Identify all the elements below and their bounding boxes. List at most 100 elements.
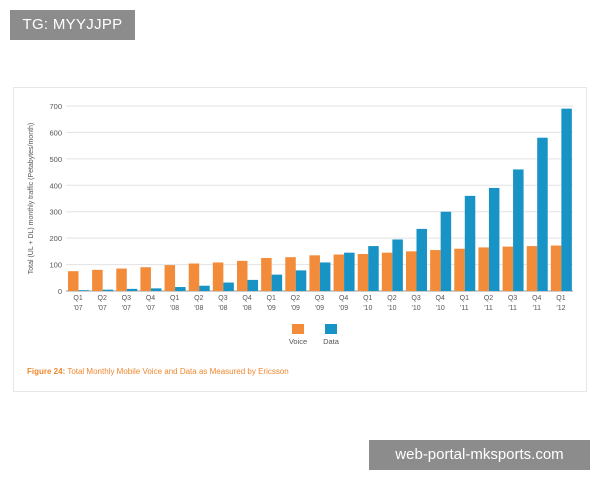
x-tick-label-year: '12 — [556, 305, 565, 312]
x-tick-label-year: '11 — [508, 305, 517, 312]
y-tick-label: 400 — [49, 181, 62, 190]
y-tick-label: 100 — [49, 261, 62, 270]
bar-voice — [285, 257, 296, 291]
x-tick-label-quarter: Q4 — [242, 295, 251, 302]
bar-voice — [333, 254, 345, 291]
x-tick-label-quarter: Q1 — [556, 295, 565, 302]
bar-data — [223, 282, 234, 291]
x-tick-label-quarter: Q1 — [267, 295, 276, 302]
x-tick-label-year: '11 — [484, 305, 493, 312]
x-tick-label-quarter: Q3 — [122, 295, 131, 302]
bar-voice — [454, 248, 465, 291]
x-tick-label-quarter: Q1 — [460, 295, 469, 302]
figure-caption: Figure 24: Total Monthly Mobile Voice an… — [27, 367, 289, 376]
x-tick-label-quarter: Q2 — [291, 295, 300, 302]
x-tick-label-quarter: Q4 — [146, 295, 155, 302]
x-tick-label-quarter: Q2 — [387, 295, 396, 302]
caption-label: Figure 24: — [27, 367, 66, 376]
bar-voice — [92, 269, 103, 291]
bar-voice — [261, 257, 272, 291]
x-tick-label-quarter: Q2 — [194, 295, 203, 302]
x-tick-label-year: '08 — [170, 305, 179, 312]
y-tick-label: 700 — [49, 102, 62, 111]
y-tick-label: 500 — [49, 155, 62, 164]
legend-label-voice: Voice — [289, 337, 307, 346]
x-tick-label-year: '11 — [532, 305, 541, 312]
bar-chart: 0 100 200 300 400 500 600 700 Total (UL + DL) mo… — [28, 102, 573, 346]
bar-voice — [164, 265, 176, 291]
bar-data — [295, 270, 307, 291]
y-tick-label: 300 — [49, 208, 62, 217]
bar-data — [416, 228, 427, 291]
x-tick-label-year: '11 — [460, 305, 469, 312]
x-tick-label-year: '07 — [122, 305, 131, 312]
legend-swatch-data — [325, 324, 337, 334]
bar-data — [126, 288, 138, 291]
x-tick-label-quarter: Q2 — [98, 295, 107, 302]
x-tick-label-quarter: Q4 — [339, 295, 348, 302]
bar-voice — [116, 268, 127, 291]
x-tick-label-year: '10 — [363, 305, 372, 312]
x-tick-label-year: '08 — [218, 305, 227, 312]
bar-data — [464, 195, 476, 291]
bar-voice — [478, 247, 489, 291]
bar-voice — [381, 252, 393, 291]
bar-voice — [140, 267, 151, 291]
bar-data — [150, 288, 162, 291]
legend-swatch-voice — [292, 324, 304, 334]
x-tick-label-quarter: Q3 — [411, 295, 420, 302]
x-tick-label-year: '10 — [412, 305, 421, 312]
bar-data — [537, 137, 548, 291]
y-tick-label: 0 — [58, 287, 62, 296]
x-tick-label-year: '08 — [243, 305, 252, 312]
x-tick-label-quarter: Q3 — [508, 295, 517, 302]
bar-data — [368, 246, 379, 291]
x-tick-label-quarter: Q1 — [363, 295, 372, 302]
x-tick-label-year: '07 — [74, 305, 83, 312]
bar-voice — [550, 245, 562, 291]
bar-data — [102, 289, 114, 291]
caption-text: Total Monthly Mobile Voice and Data as M… — [67, 367, 289, 376]
x-tick-label-quarter: Q1 — [170, 295, 179, 302]
bar-data — [199, 285, 210, 291]
bar-data — [392, 239, 403, 291]
bar-data — [319, 262, 331, 291]
bar-data — [561, 108, 572, 292]
x-tick-label-quarter: Q4 — [436, 295, 445, 302]
x-tick-label-year: '07 — [98, 305, 107, 312]
bar-data — [175, 287, 186, 291]
bar-data — [513, 169, 524, 291]
bar-voice — [212, 262, 224, 291]
bar-data — [247, 279, 258, 291]
top-watermark-label: TG: MYYJJPP — [10, 10, 135, 40]
y-tick-label: 600 — [49, 128, 62, 137]
x-tick-label-quarter: Q3 — [315, 295, 324, 302]
bar-voice — [309, 255, 320, 291]
bar-voice — [430, 250, 441, 291]
x-tick-label-quarter: Q4 — [532, 295, 541, 302]
x-tick-label-year: '08 — [194, 305, 203, 312]
x-tick-label-quarter: Q3 — [218, 295, 227, 302]
legend-label-data: Data — [323, 337, 340, 346]
x-tick-label-year: '07 — [146, 305, 155, 312]
x-tick-label-year: '09 — [291, 305, 300, 312]
x-tick-label-year: '10 — [436, 305, 445, 312]
x-tick-label-year: '10 — [387, 305, 396, 312]
frame-top-band — [14, 88, 586, 96]
bar-voice — [188, 263, 200, 291]
bar-voice — [502, 246, 514, 291]
bar-data — [440, 211, 452, 291]
bar-voice — [68, 271, 79, 291]
x-tick-label-year: '09 — [267, 305, 276, 312]
x-tick-label-year: '09 — [315, 305, 324, 312]
x-tick-label-year: '09 — [339, 305, 348, 312]
bar-voice — [406, 251, 417, 291]
bar-data — [78, 290, 89, 291]
bar-voice — [237, 260, 248, 291]
y-tick-label: 200 — [49, 234, 62, 243]
bottom-watermark-label: web-portal-mksports.com — [369, 440, 590, 470]
x-tick-label-quarter: Q2 — [484, 295, 493, 302]
bar-voice — [526, 246, 538, 291]
bar-data — [488, 187, 500, 291]
bar-voice — [357, 254, 369, 291]
